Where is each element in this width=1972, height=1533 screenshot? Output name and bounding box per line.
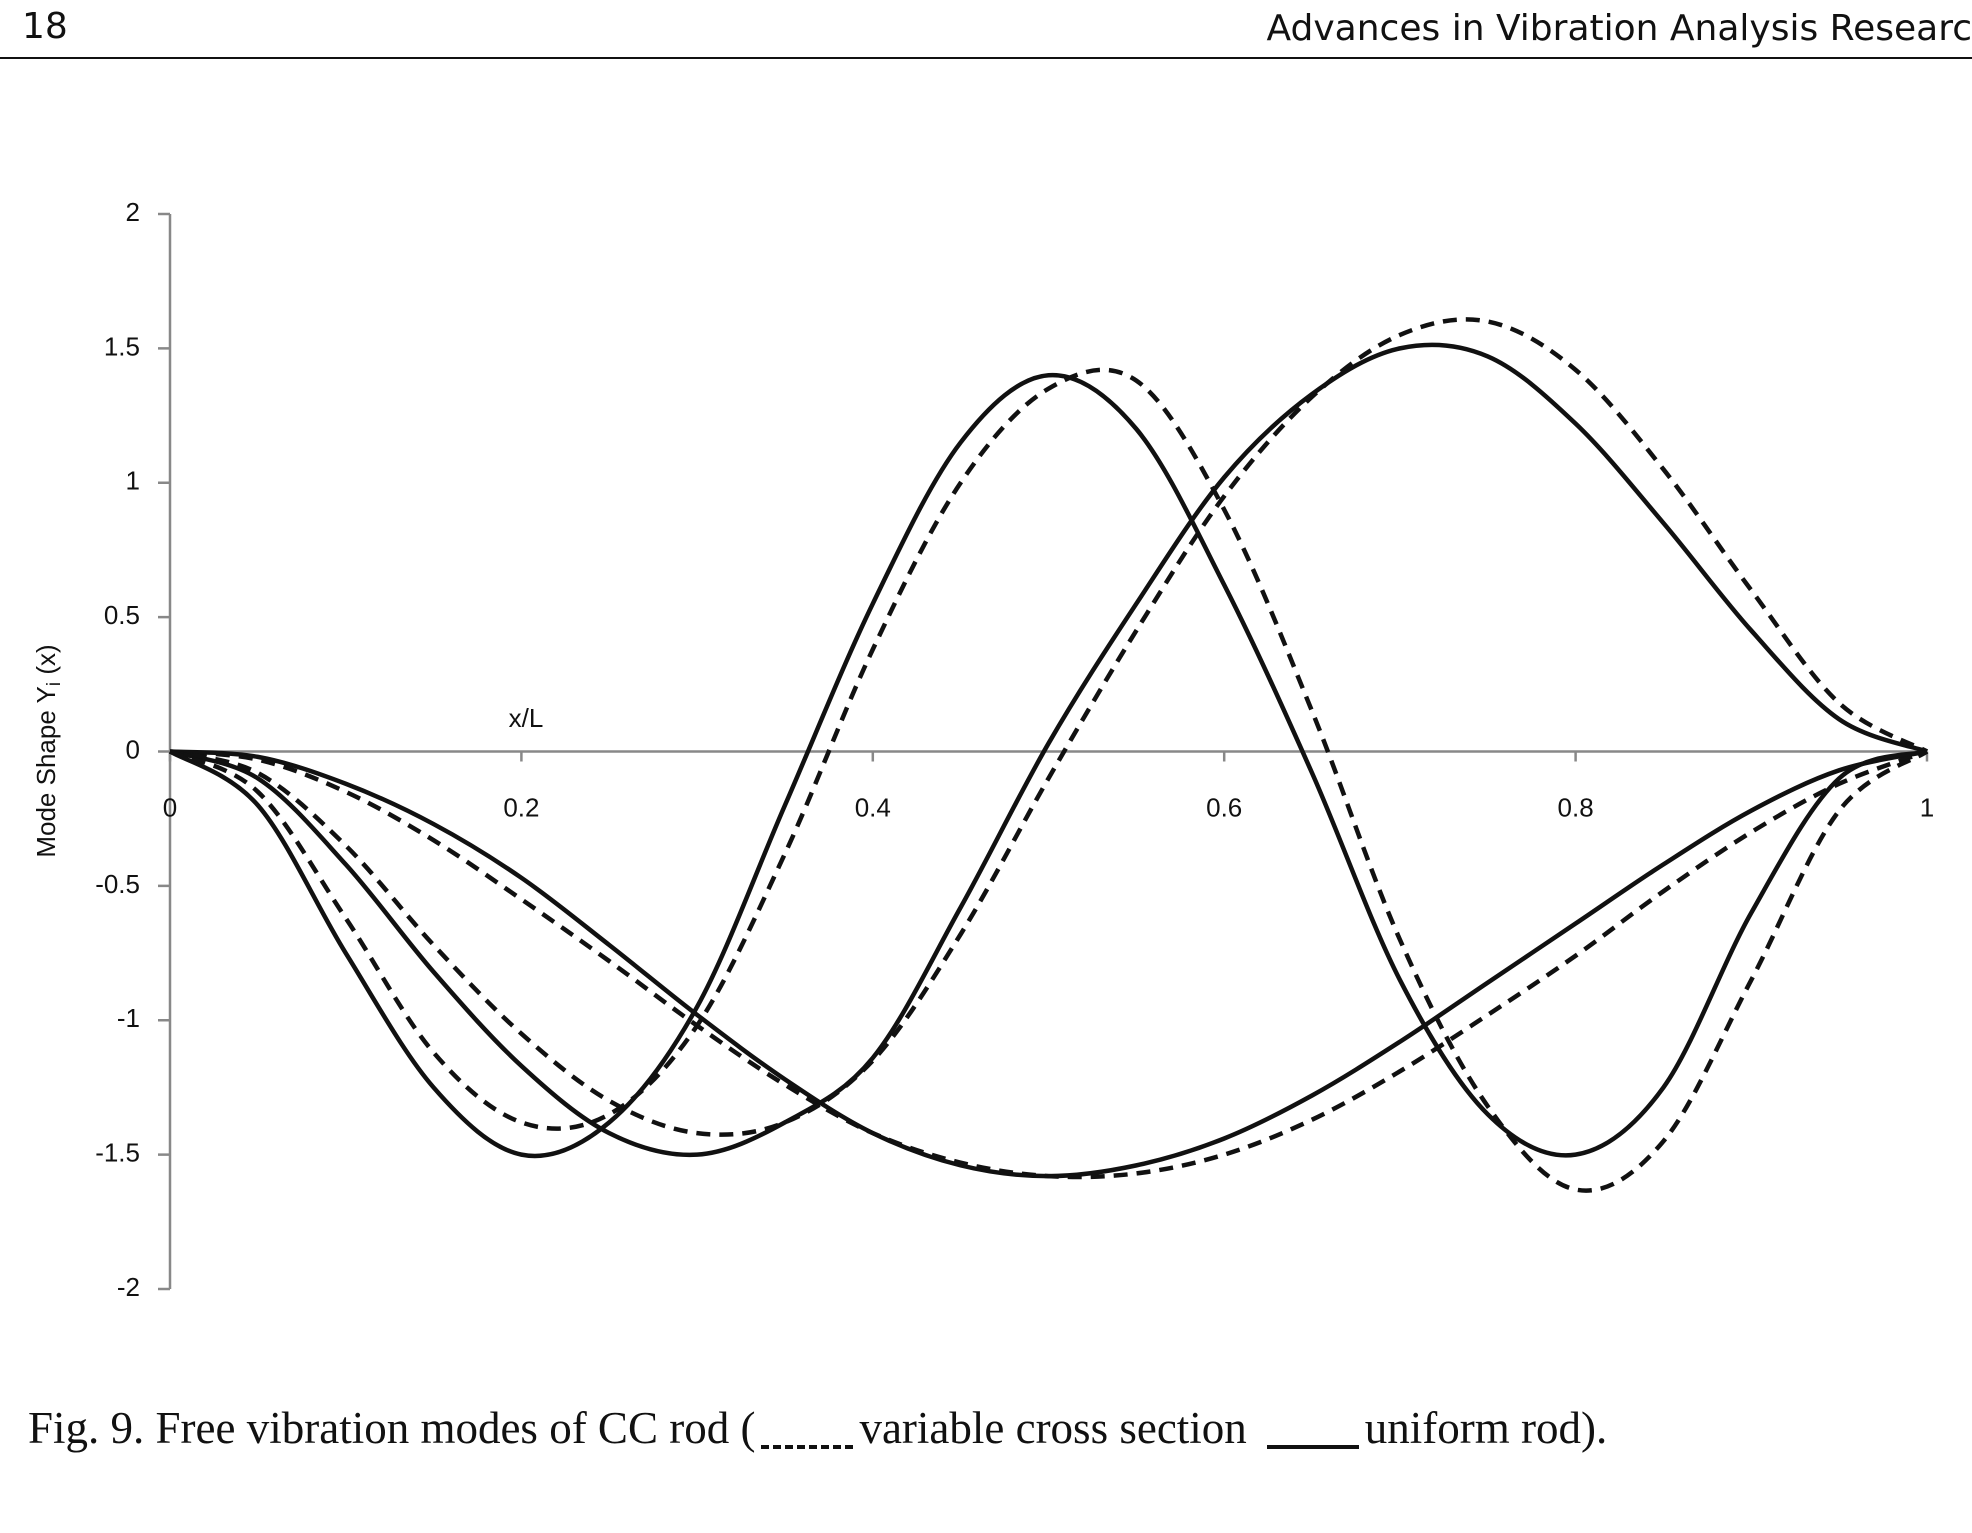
mode-line [169, 342, 1928, 1158]
y-axis-label: Mode Shape Yi (x) [31, 644, 65, 857]
x-tick-label: 0 [163, 792, 177, 822]
dashed-sample [761, 1435, 854, 1449]
caption-text: Fig. 9. Free vibration modes of CC rod ( [28, 1403, 756, 1453]
x-tick-label: 0.6 [1206, 792, 1242, 822]
mode-line [169, 317, 1929, 1137]
y-tick-label: 0 [126, 734, 140, 764]
caption: Fig. 9. Free vibration modes of CC rod (… [28, 1402, 1607, 1454]
x-tick-label: 0.8 [1558, 792, 1594, 822]
chart: 18 Advances in Vibration Analysis Resear… [0, 6, 1972, 1302]
y-tick-label: 1 [126, 466, 140, 496]
y-label-suffix: (x) [31, 644, 61, 682]
running-title: Advances in Vibration Analysis Researc [1267, 8, 1972, 49]
x-tick-label: 0.4 [855, 792, 891, 822]
mode-line [168, 372, 1928, 1159]
y-tick-label: 1.5 [104, 331, 140, 361]
x-tick-label: 0.2 [503, 792, 539, 822]
x-tick-label: 1 [1920, 792, 1934, 822]
y-tick-label: 0.5 [104, 600, 140, 630]
page-number: 18 [22, 6, 68, 47]
mode-line [169, 749, 1928, 1180]
mode-line [169, 749, 1928, 1179]
caption-uniform: uniform rod). [1364, 1403, 1608, 1453]
y-tick-label: -1 [117, 1003, 140, 1033]
y-tick-label: 2 [126, 197, 140, 227]
x-axis-label: x/L [509, 703, 544, 733]
caption-variable: variable cross section [859, 1403, 1247, 1453]
solid-sample [1266, 1435, 1359, 1449]
y-tick-label: -0.5 [95, 869, 140, 899]
y-tick-label: -2 [117, 1272, 140, 1302]
y-tick-label: -1.5 [95, 1138, 140, 1168]
mode-line [169, 367, 1929, 1193]
y-label-subscript: i [44, 682, 65, 686]
y-label-text: Mode Shape Y [31, 686, 61, 858]
